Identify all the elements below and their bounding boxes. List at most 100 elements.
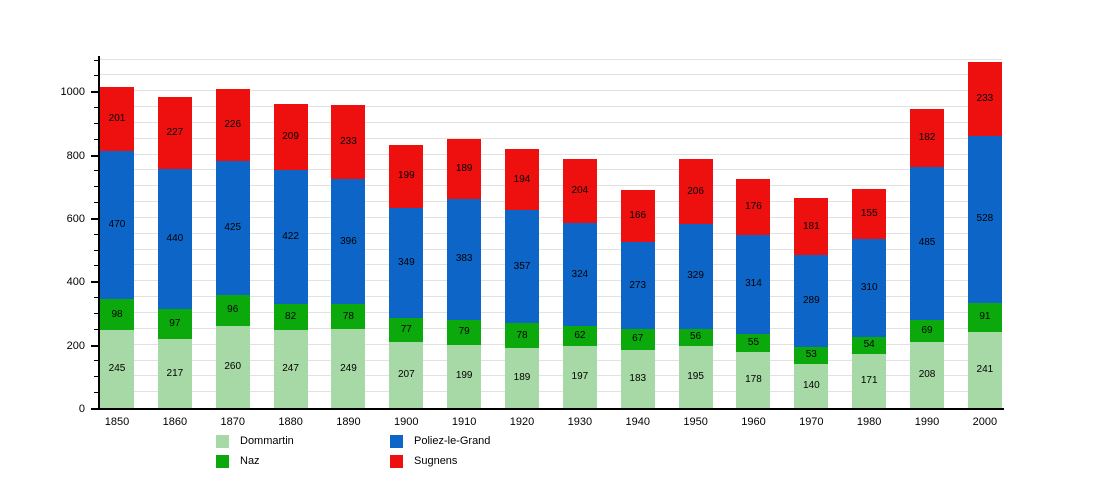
- y-minor-tick: [94, 297, 98, 299]
- segment-value-label: 233: [340, 136, 357, 148]
- segment-value-label: 97: [169, 317, 181, 329]
- bar-1870: 260 96 425 226 1870: [215, 89, 250, 428]
- segment-value-label: 56: [690, 331, 702, 343]
- segment-value-label: 181: [802, 220, 820, 232]
- bar-segment-naz: 56: [678, 328, 713, 347]
- bar-segment-sugnens: 226: [215, 89, 250, 161]
- gridline: [100, 216, 1002, 218]
- bar-segment-poliez-le-grand: 425: [215, 160, 250, 296]
- y-tick-label: 0: [78, 403, 85, 415]
- y-tick-label: 400: [66, 276, 85, 289]
- y-minor-tick: [94, 59, 98, 61]
- bar-segment-dommartin: 249: [331, 329, 366, 408]
- bar-segment-sugnens: 181: [794, 198, 829, 256]
- y-axis-line: [98, 56, 100, 408]
- segment-value-label: 227: [166, 127, 184, 139]
- segment-value-label: 289: [802, 295, 820, 307]
- bar-segment-dommartin: 195: [678, 346, 713, 408]
- x-tick-label: 1890: [336, 416, 361, 428]
- segment-value-label: 201: [108, 112, 126, 124]
- segment-value-label: 383: [455, 253, 473, 265]
- segment-value-label: 140: [802, 379, 820, 391]
- y-minor-tick: [94, 376, 98, 378]
- segment-value-label: 82: [285, 310, 297, 322]
- bar-segment-poliez-le-grand: 383: [447, 198, 482, 320]
- segment-value-label: 207: [397, 369, 415, 381]
- gridline: [100, 375, 1002, 377]
- plot-area: 245 98 470 201 1850 217 97 440 227 1860 260 96 425 22…: [100, 58, 1002, 428]
- segment-value-label: 78: [516, 329, 528, 341]
- bar-1960: 178 55 314 176 1960: [736, 179, 771, 428]
- bar-segment-dommartin: 207: [389, 342, 424, 408]
- bar-1980: 171 54 310 155 1980: [852, 189, 887, 428]
- gridline: [100, 153, 1002, 155]
- segment-value-label: 245: [108, 363, 126, 375]
- gridline: [100, 343, 1002, 345]
- x-tick-label: 1990: [914, 416, 940, 428]
- segment-value-label: 79: [458, 326, 470, 338]
- legend-label: Dommartin: [240, 435, 294, 447]
- y-minor-tick: [94, 138, 98, 140]
- y-minor-tick: [94, 186, 98, 188]
- segment-value-label: 189: [455, 162, 473, 174]
- bar-segment-poliez-le-grand: 470: [100, 150, 134, 300]
- segment-value-label: 182: [918, 131, 936, 143]
- segment-value-label: 166: [629, 210, 647, 222]
- bar-segment-sugnens: 201: [100, 86, 134, 151]
- segment-value-label: 440: [166, 232, 184, 244]
- segment-value-label: 98: [111, 308, 123, 320]
- segment-value-label: 249: [340, 362, 357, 374]
- legend-label: Sugnens: [414, 455, 458, 467]
- y-major-tick: [91, 344, 98, 347]
- bar-segment-poliez-le-grand: 485: [910, 166, 945, 321]
- bar-segment-dommartin: 171: [852, 353, 887, 408]
- segment-value-label: 485: [918, 237, 936, 249]
- y-minor-tick: [94, 312, 98, 314]
- gridline: [100, 327, 1002, 329]
- x-tick-label: 1980: [856, 416, 882, 428]
- segment-value-label: 314: [745, 278, 762, 290]
- gridline: [100, 121, 1002, 123]
- bar-segment-dommartin: 217: [157, 339, 192, 408]
- bar-segment-poliez-le-grand: 396: [331, 179, 366, 305]
- y-minor-tick: [94, 75, 98, 77]
- x-tick-label: 2000: [972, 416, 998, 428]
- gridline: [100, 359, 1002, 361]
- segment-value-label: 226: [224, 118, 242, 130]
- legend-item-poliez-le-grand: Poliez-le-Grand: [390, 434, 490, 448]
- x-tick-label: 1950: [683, 416, 708, 428]
- segment-value-label: 183: [629, 373, 647, 385]
- segment-value-label: 273: [629, 279, 647, 291]
- bar-segment-sugnens: 209: [273, 103, 308, 171]
- bar-1930: 197 62 324 204 1930: [562, 158, 597, 428]
- bar-segment-sugnens: 166: [620, 189, 655, 243]
- segment-value-label: 204: [571, 185, 589, 197]
- bar-1910: 199 79 383 189 1910: [447, 138, 482, 428]
- x-axis-line: [98, 408, 1004, 410]
- y-tick-label: 1000: [60, 86, 85, 99]
- bar-segment-naz: 62: [562, 325, 597, 346]
- bar-segment-poliez-le-grand: 324: [562, 223, 597, 326]
- y-major-tick: [91, 154, 98, 157]
- bar-segment-naz: 79: [447, 319, 482, 345]
- bar-segment-dommartin: 247: [273, 329, 308, 408]
- bar-segment-naz: 78: [505, 323, 540, 349]
- segment-value-label: 217: [166, 367, 184, 379]
- legend-swatch: [390, 454, 403, 468]
- bar-1940: 183 67 273 166 1940: [620, 189, 655, 428]
- segment-value-label: 247: [282, 362, 299, 374]
- gridline: [100, 232, 1002, 234]
- gridline: [100, 137, 1002, 139]
- segment-value-label: 199: [455, 370, 473, 382]
- y-minor-tick: [94, 249, 98, 251]
- bar-segment-poliez-le-grand: 289: [794, 255, 829, 347]
- y-minor-tick: [94, 392, 98, 394]
- segment-value-label: 199: [397, 170, 415, 182]
- segment-value-label: 78: [342, 310, 354, 322]
- segment-value-label: 171: [860, 374, 878, 386]
- legend-item-dommartin: Dommartin: [216, 434, 390, 448]
- segment-value-label: 178: [745, 373, 762, 385]
- gridline: [100, 280, 1002, 282]
- bar-segment-sugnens: 194: [505, 148, 540, 211]
- bar-segment-naz: 77: [389, 318, 424, 343]
